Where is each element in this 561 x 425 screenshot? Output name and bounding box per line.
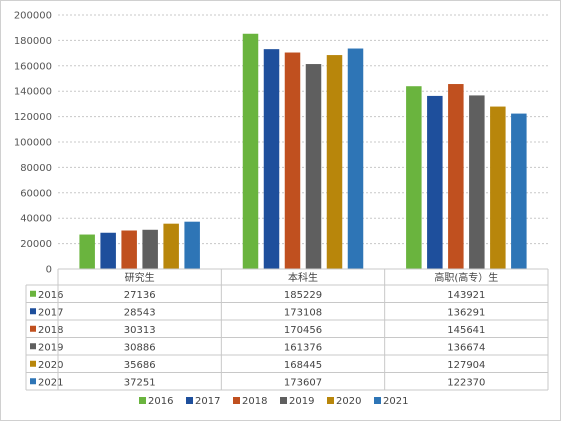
y-tick-label: 40000: [20, 214, 52, 225]
y-tick-label: 0: [46, 265, 52, 276]
table-header-label: 高职(高专）生: [434, 271, 498, 284]
table-series-label: 2018: [38, 325, 63, 336]
bar: [406, 86, 422, 269]
y-tick-label: 200000: [14, 11, 52, 22]
bars: [79, 33, 527, 270]
table-cell-value: 173607: [284, 377, 322, 388]
y-tick-label: 180000: [14, 36, 52, 47]
y-tick-label: 60000: [20, 188, 52, 199]
bar: [142, 229, 158, 269]
legend-label: 2017: [195, 396, 220, 407]
table-series-label: 2017: [38, 307, 63, 318]
table-header-label: 研究生: [125, 271, 155, 284]
table-series-swatch: [30, 360, 36, 367]
table-series-label: 2016: [38, 290, 63, 301]
table-series-swatch: [30, 343, 36, 350]
table-cell-value: 173108: [284, 307, 322, 318]
bar: [326, 55, 343, 270]
bar: [121, 230, 137, 269]
y-axis-ticks: 0 20000 40000 60000 80000 100000 120000 140000 1…: [14, 11, 52, 276]
table-cell-value: 143921: [447, 290, 485, 301]
bar: [305, 64, 322, 269]
bar: [448, 84, 464, 270]
table-cell-value: 170456: [284, 325, 322, 336]
bar: [469, 95, 485, 270]
table-cell-value: 30886: [124, 342, 156, 353]
data-table: 研究生 本科生 高职(高专）生 2016 27136 185229 143921 2017 28…: [25, 268, 549, 391]
y-tick-label: 80000: [20, 163, 52, 174]
bar: [263, 49, 280, 270]
y-tick-label: 20000: [20, 239, 52, 250]
bar: [490, 106, 506, 269]
legend-swatch: [280, 397, 287, 404]
bar: [100, 232, 116, 269]
table-series-label: 2019: [38, 342, 63, 353]
table-series-swatch: [30, 378, 36, 385]
bar: [163, 223, 179, 269]
bar: [511, 113, 527, 269]
table-header-label: 本科生: [288, 271, 318, 284]
table-series-label: 2021: [38, 377, 63, 388]
table-cell-value: 185229: [284, 290, 322, 301]
table-cell-value: 145641: [447, 325, 485, 336]
bar: [79, 234, 95, 269]
table-series-swatch: [30, 290, 36, 297]
bar: [242, 33, 259, 269]
table-cell-value: 136291: [447, 307, 485, 318]
legend-label: 2018: [242, 396, 267, 407]
table-series-label: 2020: [38, 360, 63, 371]
legend-swatch: [186, 397, 193, 404]
table-cell-value: 168445: [284, 360, 322, 371]
table-cell-value: 161376: [284, 342, 322, 353]
table-cell-value: 35686: [124, 360, 156, 371]
legend-swatch: [139, 397, 146, 404]
legend-label: 2021: [383, 396, 408, 407]
table-series-swatch: [30, 308, 36, 315]
bar: [427, 95, 443, 269]
table-cell-value: 28543: [124, 307, 156, 318]
table-cell-value: 37251: [124, 377, 156, 388]
legend-label: 2019: [289, 396, 314, 407]
legend-label: 2016: [148, 396, 173, 407]
bar: [184, 221, 200, 269]
bar: [347, 48, 364, 270]
table-series-swatch: [30, 325, 36, 332]
table-cell-value: 27136: [124, 290, 156, 301]
y-tick-label: 140000: [14, 87, 52, 98]
legend: 2016 2017 2018 2019 2020 2021: [139, 396, 408, 407]
legend-swatch: [374, 397, 381, 404]
y-tick-label: 160000: [14, 61, 52, 72]
y-tick-label: 100000: [14, 138, 52, 149]
legend-swatch: [327, 397, 334, 404]
legend-label: 2020: [336, 396, 361, 407]
legend-swatch: [233, 397, 240, 404]
table-cell-value: 136674: [447, 342, 485, 353]
table-cell-value: 122370: [447, 377, 485, 388]
table-cell-value: 127904: [447, 360, 485, 371]
bar: [284, 52, 301, 270]
y-tick-label: 120000: [14, 112, 52, 123]
table-cell-value: 30313: [124, 325, 156, 336]
